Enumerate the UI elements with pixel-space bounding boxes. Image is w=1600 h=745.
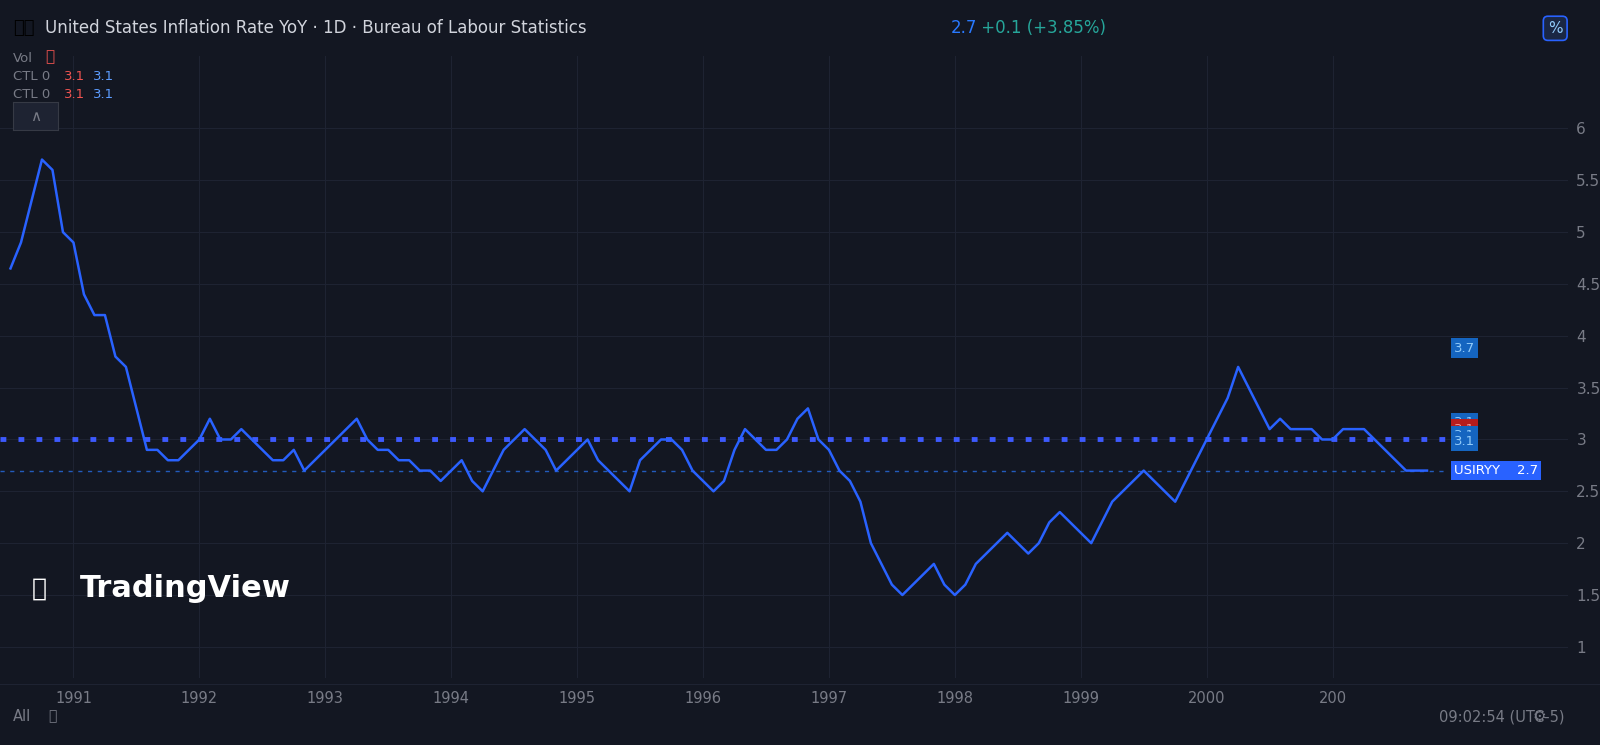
Text: 200: 200 [1318,691,1347,706]
Text: ⚙: ⚙ [1533,709,1547,724]
Text: 3.1: 3.1 [1454,435,1475,448]
Text: 3.1: 3.1 [1454,416,1475,429]
Text: 1999: 1999 [1062,691,1099,706]
Text: 2.7: 2.7 [950,19,976,37]
Text: CTL 0: CTL 0 [13,70,50,83]
Text: 1995: 1995 [558,691,595,706]
Text: 3.1: 3.1 [93,70,114,83]
Text: All: All [13,709,30,724]
Text: 🇺🇸: 🇺🇸 [13,19,34,37]
Text: Vol: Vol [13,51,32,65]
Text: 3.1: 3.1 [93,88,114,101]
Text: 3.1: 3.1 [64,88,85,101]
Text: 1998: 1998 [936,691,973,706]
Text: TradingView: TradingView [80,574,291,603]
Text: United States Inflation Rate YoY · 1D · Bureau of Labour Statistics: United States Inflation Rate YoY · 1D · … [45,19,587,37]
Text: ❗: ❗ [45,49,54,64]
Text: +0.1 (+3.85%): +0.1 (+3.85%) [976,19,1106,37]
Text: USIRYY    2.7: USIRYY 2.7 [1454,464,1538,477]
Text: 1997: 1997 [810,691,848,706]
Text: 1993: 1993 [307,691,344,706]
Text: 📊: 📊 [32,577,46,600]
Text: %: % [1547,21,1563,36]
Text: 1992: 1992 [181,691,218,706]
Text: 3.1: 3.1 [64,70,85,83]
Text: 3.1: 3.1 [1454,422,1475,436]
Text: 📅: 📅 [48,710,56,723]
Text: 2000: 2000 [1187,691,1226,706]
Text: 3.1: 3.1 [1454,429,1475,442]
Text: 1996: 1996 [685,691,722,706]
Text: CTL 0: CTL 0 [13,88,50,101]
Text: 3.7: 3.7 [1454,342,1475,355]
Text: 09:02:54 (UTC-5): 09:02:54 (UTC-5) [1440,709,1565,724]
Text: 1991: 1991 [54,691,91,706]
Text: 1994: 1994 [432,691,470,706]
Text: ∧: ∧ [30,109,40,124]
